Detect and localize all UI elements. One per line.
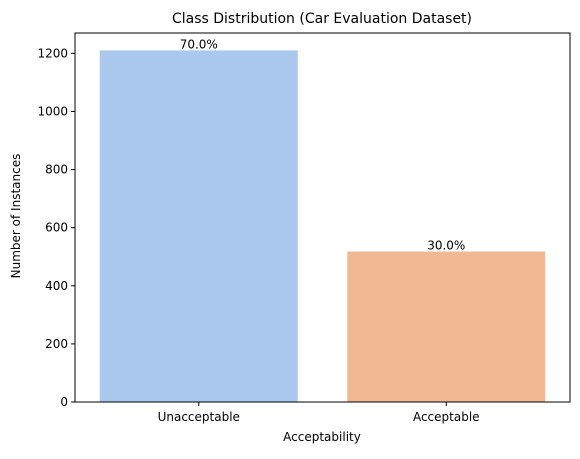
x-tick-label: Unacceptable	[158, 410, 240, 424]
data-label-acceptable: 30.0%	[427, 238, 465, 252]
y-tick-label: 200	[45, 337, 68, 351]
plot-frame	[74, 32, 571, 403]
bars-layer	[99, 50, 546, 402]
y-axis: 0 200 400 600 800 1000 1200	[37, 46, 75, 409]
bar-acceptable	[347, 251, 546, 402]
y-tick-label: 400	[45, 279, 68, 293]
x-axis: Unacceptable Acceptable	[158, 402, 480, 424]
y-tick-label: 800	[45, 163, 68, 177]
data-labels-layer: 70.0% 30.0%	[180, 37, 466, 252]
y-tick-label: 1200	[37, 46, 68, 60]
data-label-unacceptable: 70.0%	[180, 37, 218, 51]
y-axis-title: Number of Instances	[9, 154, 23, 279]
bar-unacceptable	[99, 50, 298, 402]
x-axis-title: Acceptability	[283, 430, 361, 444]
x-tick-label: Acceptable	[413, 410, 480, 424]
y-tick-label: 0	[60, 395, 68, 409]
y-tick-label: 1000	[37, 104, 68, 118]
chart-title: Class Distribution (Car Evaluation Datas…	[172, 11, 472, 27]
y-tick-label: 600	[45, 221, 68, 235]
